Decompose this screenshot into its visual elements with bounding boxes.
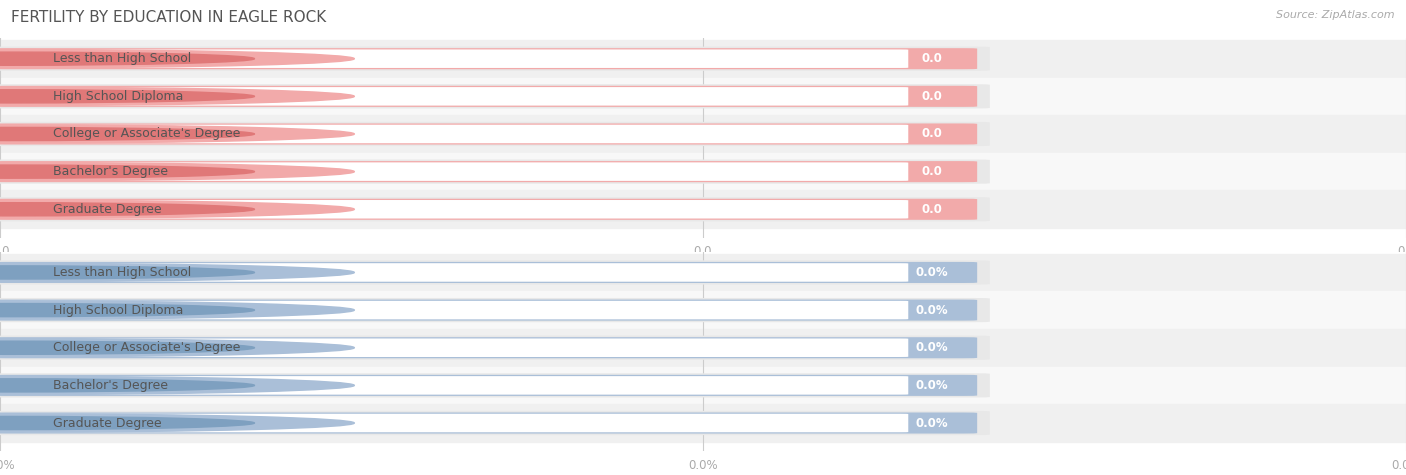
- Circle shape: [0, 376, 354, 395]
- FancyBboxPatch shape: [0, 48, 977, 69]
- Bar: [0, 254, 1406, 291]
- FancyBboxPatch shape: [0, 373, 990, 398]
- FancyBboxPatch shape: [0, 199, 977, 220]
- FancyBboxPatch shape: [0, 47, 990, 71]
- FancyBboxPatch shape: [0, 412, 977, 434]
- Circle shape: [0, 414, 354, 432]
- Bar: [0, 190, 1406, 228]
- FancyBboxPatch shape: [0, 411, 990, 435]
- FancyBboxPatch shape: [0, 160, 990, 184]
- FancyBboxPatch shape: [0, 161, 977, 182]
- Text: 0.0%: 0.0%: [915, 341, 948, 354]
- Circle shape: [0, 200, 354, 218]
- Text: 0.0%: 0.0%: [915, 379, 948, 392]
- Text: Less than High School: Less than High School: [53, 52, 191, 65]
- FancyBboxPatch shape: [0, 262, 977, 283]
- FancyBboxPatch shape: [0, 122, 990, 146]
- Circle shape: [0, 304, 254, 317]
- Circle shape: [0, 90, 254, 103]
- Bar: [0, 77, 1406, 115]
- Circle shape: [0, 87, 354, 105]
- Circle shape: [0, 203, 254, 216]
- FancyBboxPatch shape: [22, 376, 908, 395]
- FancyBboxPatch shape: [0, 336, 990, 360]
- Text: 0.0: 0.0: [921, 52, 942, 65]
- Bar: [0, 329, 1406, 367]
- Bar: [0, 40, 1406, 77]
- Text: 0.0: 0.0: [921, 127, 942, 141]
- Text: 0.0%: 0.0%: [915, 304, 948, 317]
- FancyBboxPatch shape: [0, 197, 990, 221]
- FancyBboxPatch shape: [22, 87, 908, 105]
- Text: 0.0: 0.0: [921, 203, 942, 216]
- Text: 0.0%: 0.0%: [915, 266, 948, 279]
- Text: 0.0: 0.0: [921, 165, 942, 178]
- Text: Graduate Degree: Graduate Degree: [53, 203, 162, 216]
- Text: College or Associate's Degree: College or Associate's Degree: [53, 127, 240, 141]
- FancyBboxPatch shape: [22, 125, 908, 143]
- Circle shape: [0, 301, 354, 319]
- Circle shape: [0, 52, 254, 65]
- Text: FERTILITY BY EDUCATION IN EAGLE ROCK: FERTILITY BY EDUCATION IN EAGLE ROCK: [11, 10, 326, 26]
- Circle shape: [0, 417, 254, 429]
- Text: Graduate Degree: Graduate Degree: [53, 417, 162, 429]
- Circle shape: [0, 125, 354, 143]
- Text: 0.0%: 0.0%: [915, 417, 948, 429]
- Circle shape: [0, 266, 254, 279]
- Text: Bachelor's Degree: Bachelor's Degree: [53, 165, 169, 178]
- FancyBboxPatch shape: [22, 414, 908, 432]
- FancyBboxPatch shape: [0, 84, 990, 108]
- Bar: [0, 404, 1406, 442]
- FancyBboxPatch shape: [22, 162, 908, 181]
- Circle shape: [0, 263, 354, 282]
- Circle shape: [0, 379, 254, 392]
- FancyBboxPatch shape: [0, 375, 977, 396]
- Text: College or Associate's Degree: College or Associate's Degree: [53, 341, 240, 354]
- Bar: [0, 291, 1406, 329]
- FancyBboxPatch shape: [0, 124, 977, 144]
- Circle shape: [0, 49, 354, 68]
- Text: 0.0: 0.0: [921, 90, 942, 103]
- FancyBboxPatch shape: [0, 86, 977, 107]
- FancyBboxPatch shape: [0, 260, 990, 285]
- Circle shape: [0, 341, 254, 354]
- Circle shape: [0, 165, 254, 178]
- Circle shape: [0, 339, 354, 357]
- FancyBboxPatch shape: [0, 300, 977, 321]
- FancyBboxPatch shape: [22, 339, 908, 357]
- FancyBboxPatch shape: [0, 337, 977, 358]
- Bar: [0, 153, 1406, 190]
- FancyBboxPatch shape: [22, 49, 908, 68]
- Text: Bachelor's Degree: Bachelor's Degree: [53, 379, 169, 392]
- FancyBboxPatch shape: [22, 263, 908, 282]
- Bar: [0, 367, 1406, 404]
- Text: Source: ZipAtlas.com: Source: ZipAtlas.com: [1277, 10, 1395, 20]
- Circle shape: [0, 162, 354, 181]
- FancyBboxPatch shape: [22, 301, 908, 319]
- FancyBboxPatch shape: [0, 298, 990, 322]
- FancyBboxPatch shape: [22, 200, 908, 218]
- Circle shape: [0, 127, 254, 141]
- Text: High School Diploma: High School Diploma: [53, 304, 184, 317]
- Bar: [0, 115, 1406, 153]
- Text: High School Diploma: High School Diploma: [53, 90, 184, 103]
- Text: Less than High School: Less than High School: [53, 266, 191, 279]
